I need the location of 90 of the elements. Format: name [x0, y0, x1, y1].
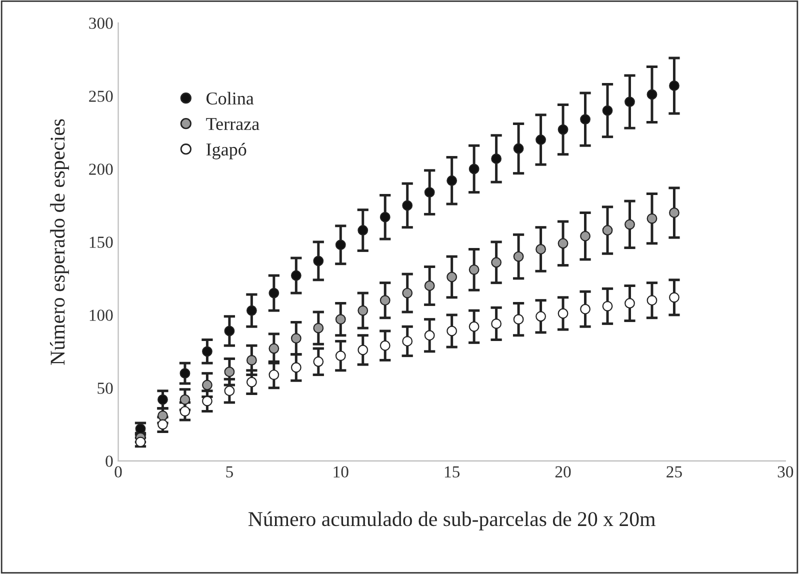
point	[468, 164, 480, 174]
point	[558, 308, 568, 319]
point	[624, 96, 635, 108]
point	[446, 175, 458, 186]
point	[580, 230, 590, 242]
point	[669, 80, 680, 91]
point	[402, 200, 413, 211]
point	[180, 394, 190, 405]
point	[246, 354, 257, 366]
y-tick-label: 0	[106, 456, 113, 467]
point	[290, 333, 302, 344]
point	[224, 386, 235, 396]
point	[624, 298, 635, 308]
point	[358, 305, 368, 316]
point	[180, 368, 190, 379]
point	[246, 305, 257, 316]
point	[268, 370, 280, 380]
x-tick-label: 5	[226, 466, 233, 478]
legend-label: Terraza	[206, 118, 260, 130]
point	[558, 238, 568, 249]
point	[290, 270, 302, 281]
point	[646, 89, 658, 100]
point	[313, 322, 324, 334]
point	[446, 272, 458, 282]
point	[402, 288, 413, 298]
y-tick-label: 50	[98, 382, 113, 394]
point	[358, 225, 368, 236]
point	[580, 114, 590, 125]
point	[669, 292, 680, 303]
point	[335, 314, 346, 325]
point	[202, 380, 212, 390]
point	[536, 134, 546, 145]
point	[602, 225, 613, 236]
point	[202, 346, 212, 357]
y-tick-label: 250	[89, 90, 113, 102]
point	[380, 340, 390, 351]
point	[224, 366, 235, 378]
y-tick-label: 150	[90, 236, 113, 248]
point	[380, 212, 390, 222]
point	[468, 321, 480, 332]
point	[446, 326, 458, 336]
point	[268, 343, 280, 354]
x-tick-label: 30	[778, 466, 794, 478]
point	[646, 295, 658, 306]
x-tick-label: 10	[334, 466, 348, 478]
point	[491, 154, 502, 164]
point	[491, 318, 502, 329]
point	[513, 251, 524, 262]
point	[513, 143, 524, 154]
x-tick-label: 20	[555, 466, 571, 478]
point	[624, 219, 635, 230]
x-axis-title: Número acumulado de sub-parcelas de 20 x 20m	[248, 511, 656, 530]
y-tick-label: 300	[89, 18, 113, 29]
point	[602, 300, 613, 312]
y-tick-label: 200	[89, 164, 113, 175]
point	[536, 311, 546, 322]
point	[158, 419, 168, 430]
point	[646, 213, 658, 224]
point	[335, 350, 346, 362]
point	[491, 257, 502, 268]
point	[536, 244, 546, 254]
point	[158, 394, 168, 405]
x-tick-label: 15	[444, 466, 460, 478]
point	[313, 256, 324, 266]
point	[424, 280, 435, 291]
y-axis-title: Número esperado de especies	[50, 119, 69, 365]
point	[424, 330, 435, 341]
point	[580, 304, 590, 314]
point	[224, 326, 235, 336]
point	[246, 376, 257, 388]
legend-label: Igapó	[206, 142, 246, 160]
y-tick-label: 100	[90, 310, 113, 321]
x-tick-label: 0	[114, 466, 122, 478]
point	[202, 396, 212, 406]
point	[558, 124, 568, 135]
point	[513, 314, 524, 325]
point	[468, 264, 480, 275]
point	[358, 344, 368, 356]
x-tick-label: 25	[666, 466, 682, 478]
legend-label: Colina	[206, 92, 254, 105]
point	[380, 295, 390, 306]
point	[180, 406, 190, 416]
point	[602, 105, 613, 116]
point	[313, 356, 324, 367]
point	[402, 336, 413, 346]
point	[268, 288, 280, 298]
point	[335, 240, 346, 250]
point	[424, 187, 435, 198]
point	[290, 362, 302, 373]
point	[669, 208, 680, 218]
